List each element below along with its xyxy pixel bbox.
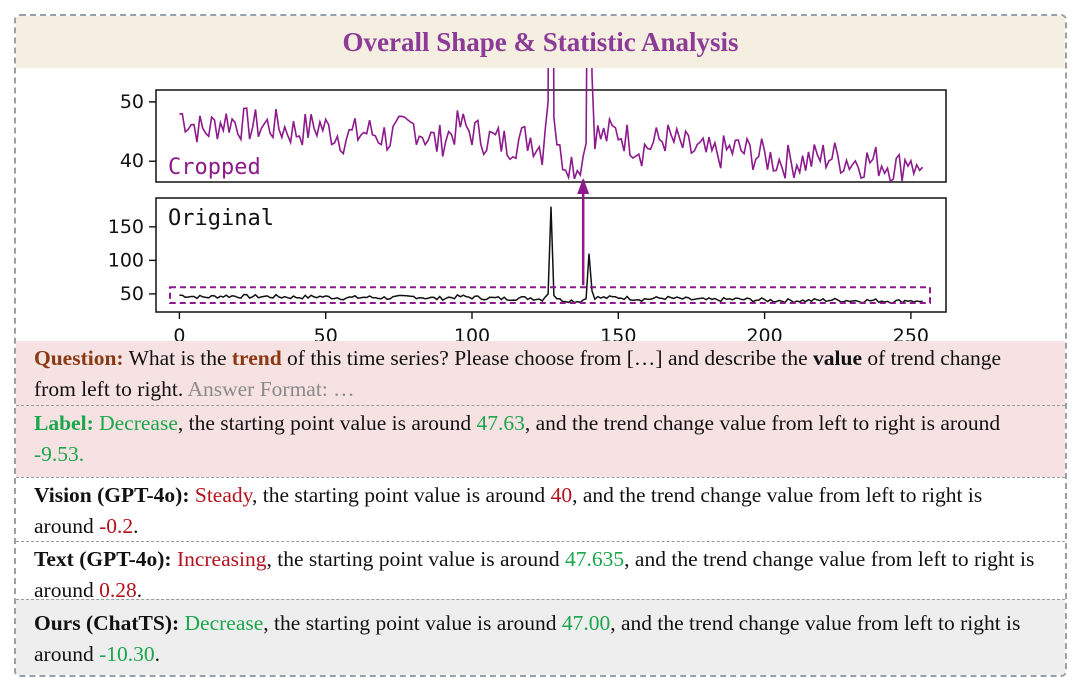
ours-label: Ours (ChatTS): bbox=[34, 611, 180, 635]
cropped-ytick-label: 40 bbox=[120, 150, 144, 172]
ours-answer: Decrease bbox=[179, 611, 264, 635]
crop-arrow-head bbox=[577, 178, 590, 194]
question-trend-keyword: trend bbox=[231, 346, 282, 370]
original-series-line bbox=[179, 206, 923, 304]
text-change-value: 0.28 bbox=[99, 578, 137, 602]
ours-change-value: -10.30 bbox=[99, 642, 155, 666]
ours-block: Ours (ChatTS): Decrease, the starting po… bbox=[16, 599, 1065, 675]
original-ytick-label: 100 bbox=[108, 249, 144, 271]
vision-label: Vision (GPT-4o): bbox=[34, 483, 190, 507]
question-block: Question: What is the trend of this time… bbox=[16, 341, 1065, 405]
original-ytick-label: 150 bbox=[108, 216, 144, 238]
original-panel-frame bbox=[155, 197, 947, 313]
text-start-value: 47.635 bbox=[565, 547, 625, 571]
figure-title: Overall Shape & Statistic Analysis bbox=[342, 26, 739, 57]
cropped-ytick-label: 50 bbox=[120, 91, 144, 113]
cropped-panel-label: Cropped bbox=[168, 155, 261, 180]
label-block: Label: Decrease, the starting point valu… bbox=[16, 405, 1065, 477]
vision-text-2: , and the trend change value from left t… bbox=[34, 483, 983, 538]
vision-block: Vision (GPT-4o): Steady, the starting po… bbox=[16, 477, 1065, 541]
label-label: Label: bbox=[34, 411, 94, 435]
label-answer: Decrease bbox=[93, 411, 178, 435]
ours-end: . bbox=[154, 642, 160, 666]
text-end: . bbox=[136, 578, 143, 602]
question-text-3: of trend change from left to right. bbox=[34, 346, 1002, 401]
label-change-value: -9.53. bbox=[34, 442, 85, 466]
label-text-2: , and the trend change value from left t… bbox=[524, 411, 1001, 435]
vision-answer: Steady bbox=[189, 483, 252, 507]
cropped-series-line bbox=[179, 68, 924, 182]
ours-start-value: 47.00 bbox=[561, 611, 611, 635]
cropped-panel-frame bbox=[155, 89, 947, 183]
question-text-2: of this time series? Please choose from … bbox=[281, 346, 814, 370]
crop-box bbox=[169, 286, 931, 304]
vision-start-value: 40 bbox=[550, 483, 573, 507]
ours-text-2: , and the trend change value from left t… bbox=[34, 611, 1021, 666]
text-label: Text (GPT-4o): bbox=[34, 547, 172, 571]
question-value-keyword: value bbox=[813, 346, 862, 370]
text-text-1: , the starting point value is around bbox=[266, 547, 566, 571]
original-ytick-label: 50 bbox=[120, 283, 144, 305]
label-text-1: , the starting point value is around bbox=[177, 411, 477, 435]
vision-change-value: -0.2 bbox=[99, 514, 134, 538]
vision-end: . bbox=[133, 514, 139, 538]
original-panel-label: Original bbox=[168, 206, 274, 231]
text-answer: Increasing bbox=[171, 547, 267, 571]
vision-text-1: , the starting point value is around bbox=[252, 483, 551, 507]
title-bar: Overall Shape & Statistic Analysis bbox=[16, 16, 1065, 68]
figure-frame: Overall Shape & Statistic Analysis 40 50 5… bbox=[14, 14, 1067, 677]
ours-text-1: , the starting point value is around bbox=[263, 611, 562, 635]
question-text-1: What is the bbox=[123, 346, 232, 370]
question-label: Question: bbox=[34, 346, 124, 370]
text-block: Text (GPT-4o): Increasing, the starting … bbox=[16, 541, 1065, 602]
text-text-2: , and the trend change value from left t… bbox=[34, 547, 1035, 602]
question-answer-format: Answer Format: … bbox=[187, 377, 355, 401]
label-start-value: 47.63 bbox=[476, 411, 525, 435]
